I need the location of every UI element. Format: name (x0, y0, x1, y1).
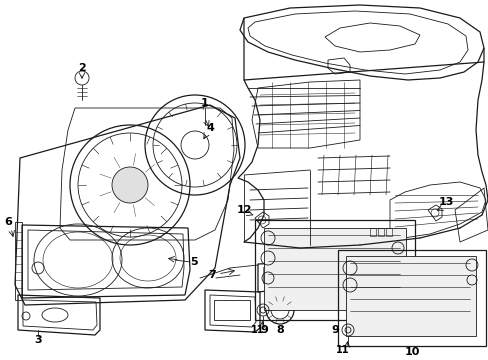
Text: 11: 11 (336, 345, 349, 355)
Bar (264, 228, 405, 310)
Bar (285, 267, 292, 283)
Text: 11: 11 (251, 325, 264, 335)
Bar (214, 300, 249, 320)
Bar (377, 228, 383, 236)
Bar (273, 267, 282, 283)
Circle shape (112, 167, 148, 203)
Text: 12: 12 (236, 205, 251, 215)
Text: 7: 7 (208, 270, 215, 280)
Text: 8: 8 (276, 325, 284, 335)
Bar (346, 256, 475, 336)
Text: 10: 10 (404, 347, 419, 357)
Text: 1: 1 (201, 98, 208, 108)
Bar (254, 220, 414, 320)
Text: 5: 5 (190, 257, 198, 267)
Text: 3: 3 (34, 335, 42, 345)
Text: 9: 9 (260, 325, 267, 335)
Text: 2: 2 (78, 63, 86, 73)
Bar (295, 267, 304, 283)
Bar (337, 250, 485, 346)
Text: 13: 13 (437, 197, 453, 207)
Bar (369, 228, 375, 236)
Bar (385, 228, 391, 236)
Bar (263, 267, 270, 283)
Text: 4: 4 (205, 123, 214, 133)
Text: 6: 6 (4, 217, 12, 227)
Text: 9: 9 (330, 325, 338, 335)
